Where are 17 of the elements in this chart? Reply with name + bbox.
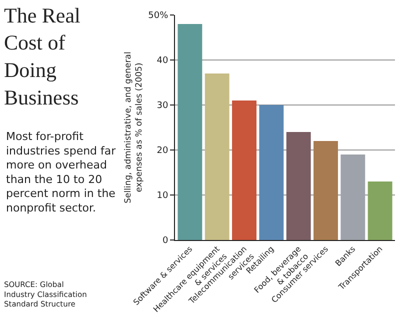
y-tick-label: 40 xyxy=(156,56,168,66)
y-axis-title: Selling, administrative, and general expenses as % of sales (2005) xyxy=(124,52,145,204)
y-tick-label: 50% xyxy=(148,11,169,22)
bar xyxy=(178,24,202,240)
y-tick-label: 30 xyxy=(156,101,168,112)
bar xyxy=(314,141,338,240)
y-tick-label: 20 xyxy=(156,146,168,156)
bar xyxy=(368,182,392,240)
bar xyxy=(259,105,284,240)
bar xyxy=(204,74,230,240)
y-tick-label: 10 xyxy=(156,191,168,202)
text: Most for-profit industries spend far more on overhead than the 10 to 20 percent norm in the nonprofit sector. xyxy=(6,130,116,214)
bar xyxy=(286,132,311,240)
text: The Real Cost of Doing Business xyxy=(4,3,81,110)
bar xyxy=(232,100,256,240)
y-tick-label: 0 xyxy=(162,236,168,246)
bar xyxy=(340,154,366,240)
